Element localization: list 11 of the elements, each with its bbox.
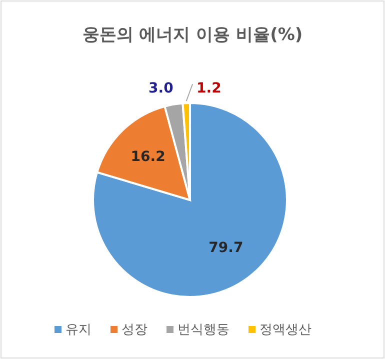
pie-slice [92,102,288,298]
legend-label: 유지 [66,322,92,338]
legend-label: 성장 [122,322,148,338]
pie-slice [96,105,191,201]
legend-label: 정액생산 [260,322,312,338]
chart-title: 웅돈의 에너지 이용 비율(%) [82,25,303,45]
data-label: 3.0 [148,80,174,97]
data-label: 1.2 [196,80,222,97]
data-label: 16.2 [130,148,166,165]
data-label: 79.7 [208,240,244,256]
legend-label: 번식행동 [178,322,230,338]
